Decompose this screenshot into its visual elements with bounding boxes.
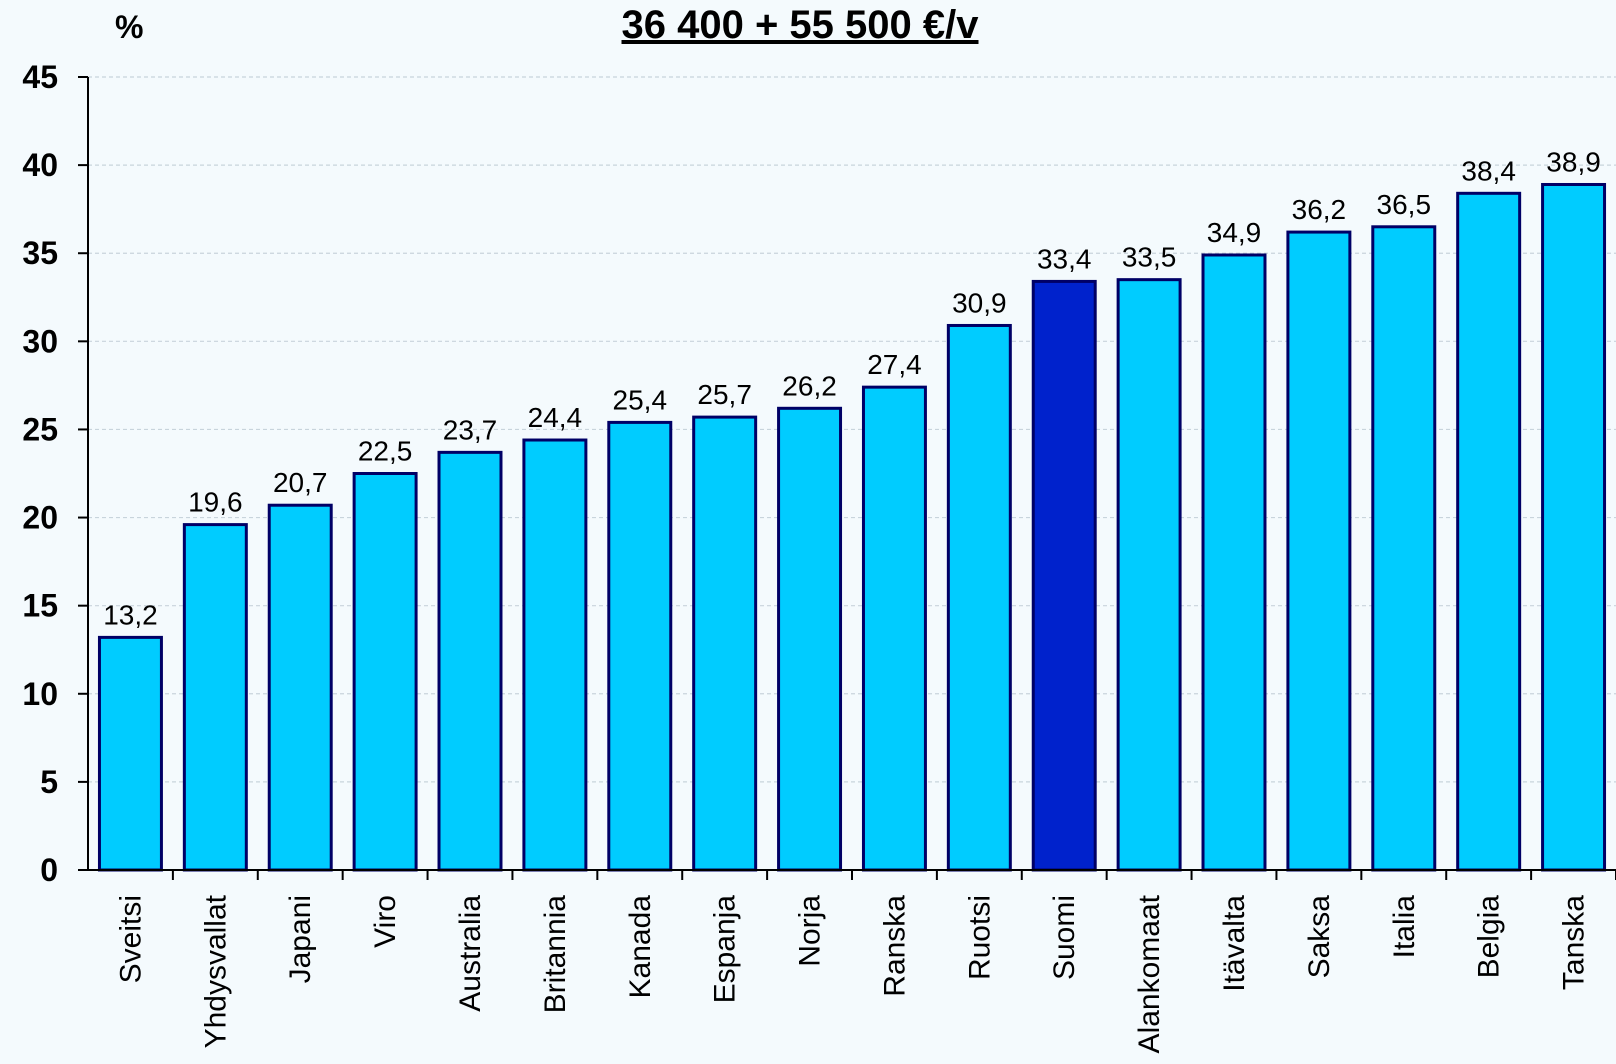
bar-viro — [352, 472, 418, 872]
bar-tanska — [1541, 182, 1607, 872]
data-label: 20,7 — [273, 467, 328, 498]
data-labels: 13,2 19,6 20,7 22,5 23,7 24,4 25,4 25,7 26,2 27,4… — [103, 146, 1601, 630]
bar-australia — [437, 450, 503, 872]
y-tick-label: 15 — [22, 588, 58, 624]
x-tick-label: Alankomaat — [1133, 894, 1166, 1053]
y-axis-ticks: 0 5 10 15 20 25 30 35 40 45 — [22, 59, 58, 888]
y-axis-unit-label: % — [115, 9, 143, 45]
axes — [78, 76, 1616, 880]
y-tick-label: 30 — [22, 323, 58, 359]
data-label: 30,9 — [952, 287, 1007, 318]
data-label: 22,5 — [358, 436, 413, 467]
data-label: 25,7 — [697, 379, 752, 410]
bar-italia — [1371, 225, 1437, 872]
y-tick-label: 40 — [22, 147, 58, 183]
bar-norja — [777, 406, 843, 872]
bar-yhdysvallat — [182, 523, 248, 872]
data-label: 38,4 — [1461, 155, 1516, 186]
x-tick-label: Tanska — [1558, 895, 1591, 990]
x-tick-label: Itävalta — [1218, 895, 1251, 992]
chart-title: 36 400 + 55 500 €/v — [622, 3, 980, 47]
bar-belgia — [1456, 191, 1522, 872]
data-label: 36,5 — [1377, 189, 1432, 220]
data-label: 38,9 — [1546, 146, 1601, 177]
bar-suomi — [1031, 279, 1097, 872]
bar-britannia — [522, 438, 588, 872]
data-label: 33,5 — [1122, 242, 1177, 273]
bar-japani — [267, 503, 333, 872]
y-tick-label: 10 — [22, 676, 58, 712]
bar-ruotsi — [946, 323, 1012, 872]
y-tick-label: 45 — [22, 59, 58, 95]
x-tick-label: Australia — [454, 895, 487, 1012]
bars — [97, 182, 1607, 872]
bar-saksa — [1286, 230, 1352, 872]
bar-ranska — [861, 385, 927, 872]
data-label: 26,2 — [782, 370, 837, 401]
x-tick-label: Sveitsi — [114, 895, 147, 983]
x-tick-label: Italia — [1388, 895, 1421, 959]
x-tick-label: Kanada — [624, 895, 657, 999]
x-tick-label: Japani — [284, 895, 317, 983]
x-tick-label: Norja — [794, 895, 827, 967]
x-tick-label: Yhdysvallat — [199, 894, 232, 1048]
x-tick-label: Espanja — [709, 895, 742, 1004]
bar-itävalta — [1201, 253, 1267, 872]
data-label: 25,4 — [613, 384, 668, 415]
x-tick-label: Britannia — [539, 895, 572, 1014]
data-label: 23,7 — [443, 414, 498, 445]
x-tick-label: Saksa — [1303, 895, 1336, 979]
y-tick-label: 5 — [40, 764, 58, 800]
data-label: 34,9 — [1207, 217, 1262, 248]
bar-kanada — [607, 420, 673, 872]
x-tick-label: Ranska — [878, 895, 911, 997]
bar-alankomaat — [1116, 278, 1182, 872]
bar-sveitsi — [97, 635, 163, 872]
y-tick-label: 0 — [40, 852, 58, 888]
x-axis-ticks: Sveitsi Yhdysvallat Japani Viro Australia Bri… — [114, 894, 1590, 1053]
y-tick-label: 35 — [22, 235, 58, 271]
x-tick-label: Viro — [369, 895, 402, 948]
data-label: 19,6 — [188, 487, 243, 518]
data-label: 13,2 — [103, 599, 158, 630]
y-tick-label: 20 — [22, 500, 58, 536]
bar-espanja — [692, 415, 758, 872]
data-label: 27,4 — [867, 349, 922, 380]
x-tick-label: Ruotsi — [963, 895, 996, 980]
data-label: 36,2 — [1292, 194, 1347, 225]
data-label: 24,4 — [528, 402, 583, 433]
x-tick-label: Suomi — [1048, 895, 1081, 980]
x-tick-label: Belgia — [1473, 895, 1506, 979]
y-tick-label: 25 — [22, 411, 58, 447]
data-label: 33,4 — [1037, 243, 1092, 274]
gridlines — [88, 76, 1616, 783]
